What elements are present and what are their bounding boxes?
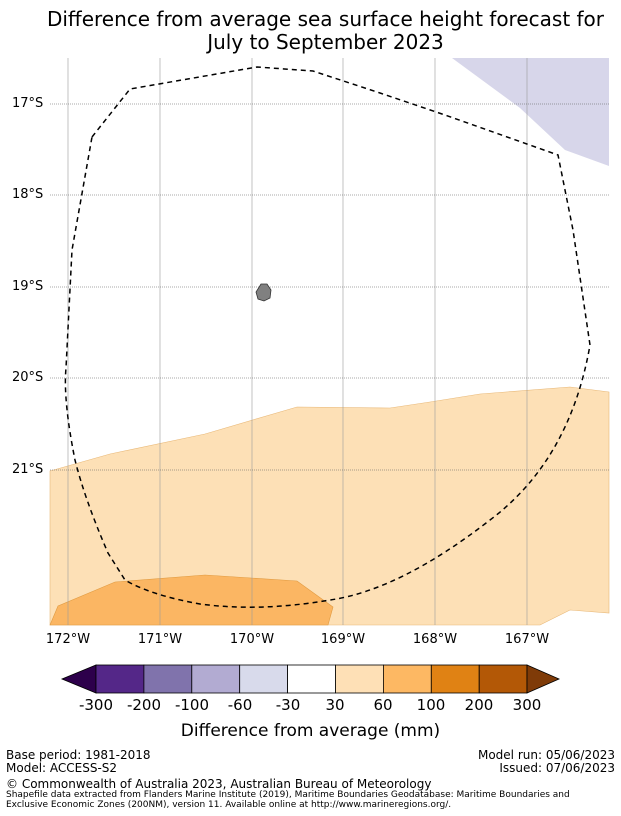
lon-label-170w: 170°W: [229, 632, 275, 647]
colorbar-segment-7: [382, 664, 432, 694]
colorbar-segment-8: [430, 664, 480, 694]
lon-label-167w: 167°W: [504, 632, 550, 647]
colorbar-tick: 200: [464, 696, 494, 714]
colorbar-segment-6: [335, 664, 384, 694]
colorbar-tick: 100: [416, 696, 446, 714]
lon-label-169w: 169°W: [320, 632, 366, 647]
colorbar-tick: 30: [325, 696, 345, 714]
title-line-1: Difference from average sea surface heig…: [46, 7, 605, 31]
positive-anomaly-region-60-100: [49, 574, 334, 626]
shapefile-credit-line-2: Exclusive Economic Zones (200NM), versio…: [6, 800, 452, 810]
colorbar-segment-1: [95, 664, 145, 694]
island-niue: [255, 283, 272, 302]
lat-label-20s: 20°S: [12, 370, 44, 385]
colorbar-tick: -30: [275, 696, 301, 714]
colorbar-title: Difference from average (mm): [180, 721, 441, 741]
colorbar-tick: -100: [174, 696, 210, 714]
model-name: Model: ACCESS-S2: [6, 761, 118, 775]
colorbar-tick: 300: [512, 696, 542, 714]
lon-label-171w: 171°W: [137, 632, 183, 647]
base-period: Base period: 1981-2018: [6, 748, 151, 762]
colorbar-segment-2: [143, 664, 193, 694]
lat-label-18s: 18°S: [12, 187, 44, 202]
lon-label-172w: 172°W: [45, 632, 91, 647]
longitude-gridlines: [67, 58, 528, 625]
colorbar-tick: -200: [126, 696, 162, 714]
lon-label-168w: 168°W: [412, 632, 458, 647]
lat-label-17s: 17°S: [12, 96, 44, 111]
colorbar-segment-5: [287, 664, 336, 694]
colorbar: [60, 664, 560, 694]
colorbar-segment-3: [191, 664, 241, 694]
colorbar-extend-high: [526, 664, 560, 694]
model-run-date: Model run: 05/06/2023: [477, 748, 615, 762]
copyright-notice: © Commonwealth of Australia 2023, Austra…: [6, 777, 432, 791]
chart-title: Difference from average sea surface heig…: [0, 8, 621, 54]
colorbar-segment-9: [478, 664, 528, 694]
positive-anomaly-region-30-60: [49, 386, 610, 626]
eez-boundary: [64, 66, 591, 608]
colorbar-tick: 60: [373, 696, 393, 714]
colorbar-tick: -300: [78, 696, 114, 714]
colorbar-segment-4: [239, 664, 288, 694]
negative-anomaly-region: [452, 58, 609, 166]
colorbar-extend-low: [60, 664, 97, 694]
lat-label-19s: 19°S: [12, 279, 44, 294]
issued-date: Issued: 07/06/2023: [499, 761, 615, 775]
lat-label-21s: 21°S: [12, 462, 44, 477]
title-line-2: July to September 2023: [207, 30, 444, 54]
colorbar-tick: -60: [227, 696, 253, 714]
shapefile-credit-line-1: Shapefile data extracted from Flanders M…: [6, 790, 570, 800]
